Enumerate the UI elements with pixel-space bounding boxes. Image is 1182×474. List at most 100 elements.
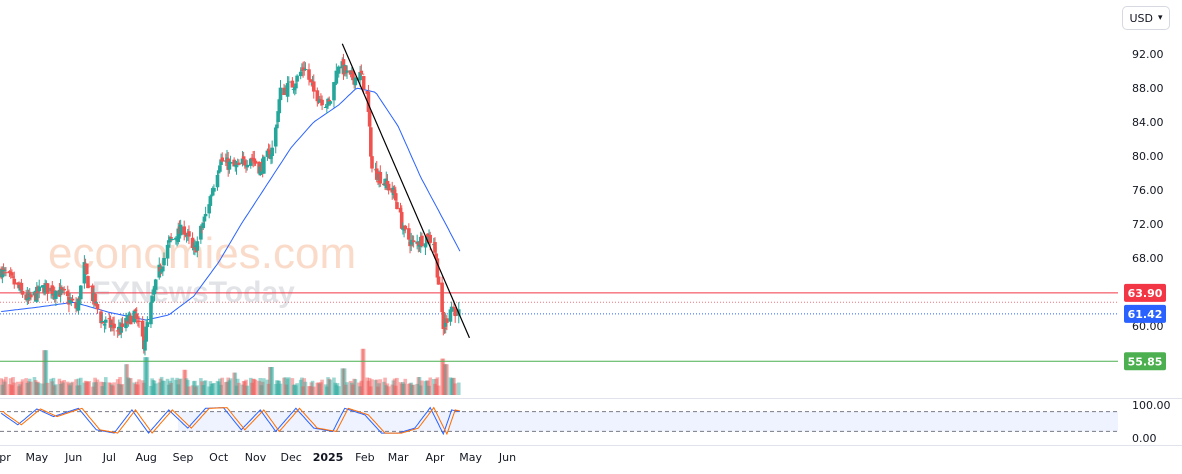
volume-bar [332, 377, 336, 395]
volume-bar [193, 380, 197, 395]
volume-bar [67, 383, 71, 395]
volume-bar [182, 369, 187, 395]
candle-body [287, 81, 291, 83]
candle-body [199, 225, 203, 240]
volume-bar [283, 377, 288, 395]
volume-bar [401, 381, 405, 395]
volume-bar [165, 378, 170, 395]
price-tick-label: 72.00 [1132, 218, 1164, 231]
volume-bar [2, 381, 7, 395]
candle-body [295, 75, 299, 82]
candle-body [87, 285, 91, 287]
volume-bar [49, 378, 53, 395]
volume-bar [257, 380, 261, 395]
candle-body [248, 158, 253, 166]
candle-body [58, 286, 63, 295]
volume-bar [159, 376, 164, 395]
volume-bar [302, 378, 307, 395]
candle-body [11, 276, 15, 278]
volume-bar [295, 383, 299, 395]
candle-body [115, 330, 120, 332]
volume-bar [344, 384, 348, 395]
candle-body [45, 283, 50, 294]
time-tick-label: Jun [498, 451, 516, 464]
candle-body [441, 311, 446, 330]
volume-bar [16, 381, 20, 395]
volume-bar [240, 384, 245, 395]
price-tick-label: 76.00 [1132, 184, 1164, 197]
candle-body [232, 159, 236, 167]
price-tick-label: 84.00 [1132, 116, 1164, 129]
candle-body [237, 162, 241, 165]
volume-bar [385, 383, 390, 395]
volume-bar [210, 383, 215, 395]
candle-body [273, 127, 278, 147]
volume-bar [101, 382, 106, 395]
volume-bar [93, 377, 97, 395]
time-tick-label: Dec [281, 451, 302, 464]
volume-bar [77, 385, 82, 395]
volume-bar [54, 384, 58, 395]
candle-body [252, 158, 257, 162]
candle-body [398, 207, 403, 213]
volume-bar [259, 385, 264, 395]
candle-body [37, 286, 42, 292]
volume-bar [352, 378, 356, 395]
price-tag-resistance [1124, 283, 1166, 302]
volume-bar [33, 380, 38, 395]
candle-body [233, 164, 238, 167]
volume-bar [282, 377, 286, 395]
candle-body [0, 268, 5, 278]
candle-body [253, 160, 258, 164]
volume-bar [50, 381, 55, 395]
volume-bar [102, 382, 107, 395]
volume-bar [118, 376, 122, 395]
candle-body [345, 70, 349, 73]
candle-body [212, 187, 216, 192]
volume-bar [440, 358, 444, 395]
currency-label: USD [1129, 11, 1153, 25]
volume-bar [29, 381, 33, 395]
candle-body [366, 91, 371, 112]
stochastic-range-fill [178, 411, 1118, 432]
candle-body [152, 287, 157, 295]
candle-body [353, 77, 358, 86]
candle-body [241, 156, 246, 160]
volume-bar [7, 384, 12, 395]
volume-bar [428, 377, 433, 395]
candle-body [202, 216, 207, 222]
candle-body [409, 239, 414, 245]
candle-body [307, 69, 311, 80]
volume-bar [399, 383, 404, 395]
volume-bar [137, 379, 141, 395]
currency-button[interactable]: USD ▾ [1122, 6, 1170, 30]
volume-bar [392, 378, 397, 395]
volume-bar [427, 385, 431, 395]
volume-bar [175, 377, 179, 395]
candle-body [369, 127, 373, 157]
volume-bar [348, 380, 353, 395]
axes: 92.00 88.00 84.00 80.00 76.00 72.00 68.00 60.00… [0, 48, 1171, 464]
volume-bar [252, 378, 257, 395]
candle-body [290, 80, 295, 88]
volume-bar [308, 386, 312, 395]
volume-bar [76, 378, 81, 395]
time-tick-label: Nov [245, 451, 267, 464]
volume-bar [194, 386, 198, 395]
volume-bar [309, 382, 314, 395]
candle-body [161, 266, 165, 272]
time-tick-label: Sep [173, 451, 194, 464]
volume-bar [432, 378, 436, 395]
candle-body [50, 285, 55, 295]
candle-body [195, 241, 200, 251]
candle-body [145, 322, 150, 328]
volume-bar [178, 378, 183, 395]
trendline[interactable] [341, 43, 471, 339]
volume-bar [378, 379, 383, 395]
volume-bar [335, 383, 340, 395]
volume-bar [216, 381, 221, 395]
volume-bar [276, 380, 280, 395]
candle-body [449, 306, 454, 312]
price-tick-label: 80.00 [1132, 150, 1164, 163]
